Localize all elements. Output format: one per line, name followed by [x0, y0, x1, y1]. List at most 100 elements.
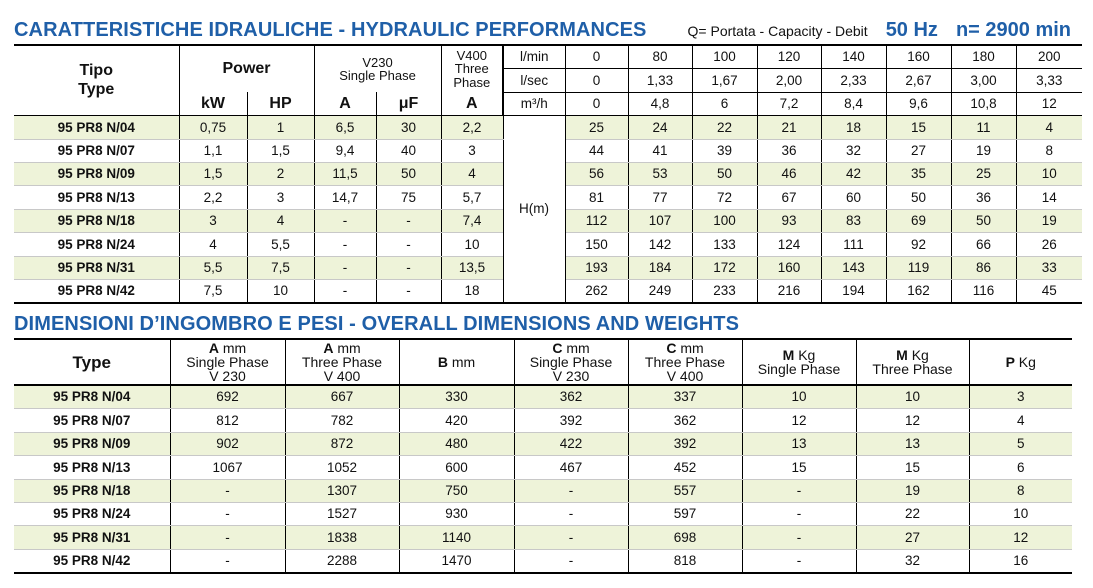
flow-m3h-cell: 12: [1015, 92, 1083, 117]
pump-type: 95 PR8 N/42: [14, 279, 179, 305]
hydraulic-row: 95 PR8 N/04 0,75 1 6,5 30 2,2 H(m) 25 24 22 21 18 15…: [14, 115, 1083, 305]
flow-lmin-cell: 140: [820, 45, 887, 70]
head-value: 8: [1015, 139, 1083, 163]
head-value: 111: [820, 232, 887, 257]
a2-unit: mm: [333, 340, 361, 356]
c-single-phase: 392: [513, 408, 628, 433]
p-value: 16: [968, 549, 1072, 575]
dimensions-row: 95 PR8 N/04 692 667 330 362 337 10 10 3: [14, 385, 1072, 410]
head-value: 162: [885, 279, 952, 305]
c-single-phase: -: [513, 549, 628, 575]
hydraulic-row: 95 PR8 N/13 2,2 3 14,7 75 5,7 81 77 72 67 60 50 36 14: [14, 185, 1083, 210]
p-value: 8: [968, 479, 1072, 503]
head-value: 81: [565, 185, 629, 210]
current-230: 11,5: [313, 162, 377, 187]
current-230: -: [313, 256, 377, 280]
head-value: 36: [950, 185, 1017, 210]
head-value: 60: [820, 185, 887, 210]
b-unit: mm: [447, 354, 476, 370]
head-value: 67: [756, 185, 822, 210]
head-value: 233: [691, 279, 758, 305]
v230-label: V230: [362, 54, 393, 70]
a-single-phase: 692: [169, 385, 285, 410]
m-three-phase: 19: [855, 479, 969, 503]
p-value: 10: [968, 502, 1072, 527]
head-value: 262: [565, 279, 629, 305]
v230-header: V230 Single Phase: [313, 45, 442, 93]
head-value: 172: [691, 256, 758, 280]
uf-header: μF: [375, 92, 442, 117]
flow-lmin-cell: 160: [885, 45, 952, 70]
pump-type: 95 PR8 N/42: [14, 549, 170, 575]
a400-header: A: [440, 92, 504, 117]
m3h-label: m³/h: [502, 92, 566, 117]
c-single-phase: 467: [513, 455, 628, 480]
head-value: 133: [691, 232, 758, 257]
c-single-phase: -: [513, 525, 628, 550]
c-three-phase: 818: [627, 549, 742, 575]
head-value: 18: [820, 115, 887, 140]
a-three-phase: 1527: [284, 502, 399, 527]
head-value: 193: [565, 256, 629, 280]
head-value: 36: [756, 139, 822, 163]
head-value: 24: [627, 115, 693, 140]
m1-letter: M: [782, 347, 795, 363]
hydraulic-header-row-3: kW HP A μF A m³/h 0 4,8 6 7,2 8,4 9,6 10,8 12: [14, 92, 1083, 117]
power-hp: 5,5: [246, 232, 315, 257]
c-three-phase: 452: [627, 455, 742, 480]
head-value: 92: [885, 232, 952, 257]
flow-lsec-cell: 3,33: [1015, 68, 1083, 93]
flow-lmin-cell: 180: [950, 45, 1017, 70]
b-value: 1140: [398, 525, 514, 550]
pump-type: 95 PR8 N/13: [14, 455, 170, 480]
p-value: 4: [968, 408, 1072, 433]
head-value: 46: [756, 162, 822, 187]
pump-type: 95 PR8 N/09: [14, 432, 170, 457]
head-value: 86: [950, 256, 1017, 280]
c-three-phase: 392: [627, 432, 742, 457]
a-three-phase: 872: [284, 432, 399, 457]
capacitor-uf: -: [375, 256, 442, 280]
current-400: 5,7: [440, 185, 504, 210]
m-single-phase: -: [741, 525, 856, 550]
head-value: 69: [885, 209, 952, 234]
c-three-phase: 698: [627, 525, 742, 550]
power-kw: 1,5: [178, 162, 247, 187]
head-value: 50: [950, 209, 1017, 234]
three-label: Three: [454, 61, 489, 77]
a1-letter: A: [208, 340, 219, 356]
flow-m3h-cell: 8,4: [820, 92, 887, 117]
c-three-phase: 557: [627, 479, 742, 503]
current-230: -: [313, 232, 377, 257]
c-single-phase: 422: [513, 432, 628, 457]
hydraulic-header: CARATTERISTICHE IDRAULICHE - HYDRAULIC P…: [14, 14, 1071, 42]
a-single-phase: -: [169, 525, 285, 550]
v400-label: V400: [456, 47, 487, 63]
c-three-phase: 337: [627, 385, 742, 410]
head-value: 27: [885, 139, 952, 163]
head-value: 112: [565, 209, 629, 234]
head-value: 33: [1015, 256, 1083, 280]
hydraulic-row: 95 PR8 N/24 4 5,5- -10 150 142 133 124 111 92 66 26: [14, 232, 1083, 257]
current-400: 4: [440, 162, 504, 187]
a2-phase: Three Phase: [301, 354, 383, 370]
capacity-label: Q= Portata - Capacity - Debit: [687, 23, 868, 39]
pump-type: 95 PR8 N/04: [14, 115, 179, 140]
power-hp: 7,5: [246, 256, 315, 280]
power-kw: 4: [178, 232, 247, 257]
head-value: 83: [820, 209, 887, 234]
a-single-phase: -: [169, 502, 285, 527]
capacitor-uf: 75: [375, 185, 442, 210]
head-value: 14: [1015, 185, 1083, 210]
c1-voltage: V 230: [552, 368, 590, 384]
m-single-phase: 12: [741, 408, 856, 433]
flow-lmin-cell: 200: [1015, 45, 1083, 70]
flow-m3h-cell: 6: [691, 92, 758, 117]
c-single-phase: -: [513, 479, 628, 503]
m2-letter: M: [896, 347, 908, 363]
capacitor-uf: 40: [375, 139, 442, 163]
c2-letter: C: [666, 340, 677, 356]
pump-type: 95 PR8 N/07: [14, 408, 170, 433]
type-label: Type: [78, 81, 115, 99]
head-value: 15: [885, 115, 952, 140]
